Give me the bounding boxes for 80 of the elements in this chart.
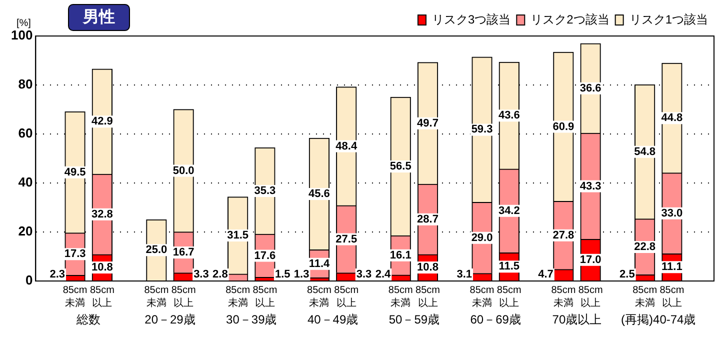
data-label: 49.7 <box>417 117 438 130</box>
data-label: 1.5 <box>274 268 290 281</box>
data-label: 10.8 <box>417 262 438 274</box>
data-label: 44.8 <box>661 112 683 124</box>
data-label: 3.3 <box>194 268 209 281</box>
legend-label: リスク3つ該当 <box>432 12 511 26</box>
data-label: 34.2 <box>498 204 520 217</box>
y-tick-label: 20 <box>18 224 33 239</box>
x-tick-label: 85cm 以上 <box>334 284 359 309</box>
x-tick-label: 85cm 未満 <box>388 284 413 309</box>
data-label: 2.5 <box>620 268 635 281</box>
chart-title: 男性 <box>68 4 130 31</box>
data-label: 1.3 <box>294 268 310 281</box>
y-tick-label: 80 <box>18 76 33 92</box>
data-label: 10.8 <box>91 262 113 274</box>
text: 40－49歳 <box>307 312 358 326</box>
x-tick-label: 85cm 未満 <box>632 284 658 309</box>
text: 60－69歳 <box>470 312 521 326</box>
text: 20－29歳 <box>144 312 196 326</box>
text: (再掲)40-74歳 <box>621 312 696 326</box>
text: 50－59歳 <box>388 312 440 326</box>
data-label: 28.7 <box>417 213 438 226</box>
x-tick-label: 85cm 以上 <box>496 284 522 309</box>
data-label: 2.4 <box>375 268 392 281</box>
x-tick-label: 85cm 未満 <box>144 284 169 309</box>
y-tick-label: 60 <box>18 126 33 141</box>
data-label: 45.6 <box>308 188 330 200</box>
data-label: 17.3 <box>64 248 86 260</box>
data-label: 48.4 <box>336 140 358 152</box>
data-label: 11.1 <box>662 261 682 274</box>
data-label: 3.3 <box>356 268 372 281</box>
data-label: 50.0 <box>172 164 194 177</box>
data-label: 42.9 <box>91 116 113 128</box>
text: 70歳以上 <box>552 312 602 326</box>
x-tick-label: 85cm 以上 <box>578 284 603 309</box>
text: 30－39歳 <box>226 312 277 326</box>
data-label: 56.5 <box>390 160 412 172</box>
x-tick-label: 85cm 未満 <box>306 284 332 309</box>
data-label: 49.5 <box>64 166 86 178</box>
x-tick-label: 85cm 以上 <box>416 284 440 309</box>
text: 総数 <box>76 312 101 326</box>
data-label: 36.6 <box>580 82 602 94</box>
legend-label: リスク2つ該当 <box>530 12 610 26</box>
data-label: 27.5 <box>336 233 358 246</box>
data-label: 17.0 <box>580 254 602 266</box>
data-label: 31.5 <box>227 230 249 242</box>
x-tick-label: 85cm 以上 <box>252 284 278 309</box>
data-label: 3.1 <box>456 268 472 281</box>
data-label: 35.3 <box>254 184 276 197</box>
x-tick-label: 85cm 未満 <box>62 284 88 309</box>
data-label: 16.7 <box>172 246 194 258</box>
x-tick-label: 85cm 以上 <box>660 284 684 309</box>
x-tick-label: 85cm 以上 <box>171 284 196 309</box>
data-label: 25.0 <box>146 244 168 256</box>
data-label: 4.7 <box>538 268 554 281</box>
data-label: 33.0 <box>661 207 683 220</box>
data-label: 29.0 <box>471 232 493 244</box>
data-label: 32.8 <box>91 208 113 220</box>
x-tick-label: 85cm 以上 <box>90 284 114 309</box>
data-label: 27.8 <box>552 229 574 242</box>
y-axis-title: [%] <box>16 18 32 29</box>
y-tick-label: 0 <box>25 272 33 288</box>
data-label: 59.3 <box>471 124 493 136</box>
y-tick-label: 40 <box>18 174 33 190</box>
x-tick-label: 85cm 未満 <box>226 284 250 309</box>
data-label: 54.8 <box>634 146 656 158</box>
data-label: 43.3 <box>580 180 602 192</box>
y-tick-label: 100 <box>10 28 33 43</box>
data-label: 11.5 <box>498 260 520 273</box>
data-label: 22.8 <box>634 240 656 253</box>
x-tick-label: 85cm 未満 <box>551 284 576 309</box>
data-label: 43.6 <box>498 110 520 122</box>
data-label: 60.9 <box>552 120 574 133</box>
x-tick-label: 85cm 未満 <box>470 284 494 309</box>
data-label: 16.1 <box>390 249 412 262</box>
data-label: 11.4 <box>308 258 330 270</box>
data-label: 17.6 <box>254 250 276 262</box>
data-label: 2.8 <box>212 268 228 281</box>
data-label: 2.3 <box>50 268 66 281</box>
legend-label: リスク1つ該当 <box>629 12 708 26</box>
